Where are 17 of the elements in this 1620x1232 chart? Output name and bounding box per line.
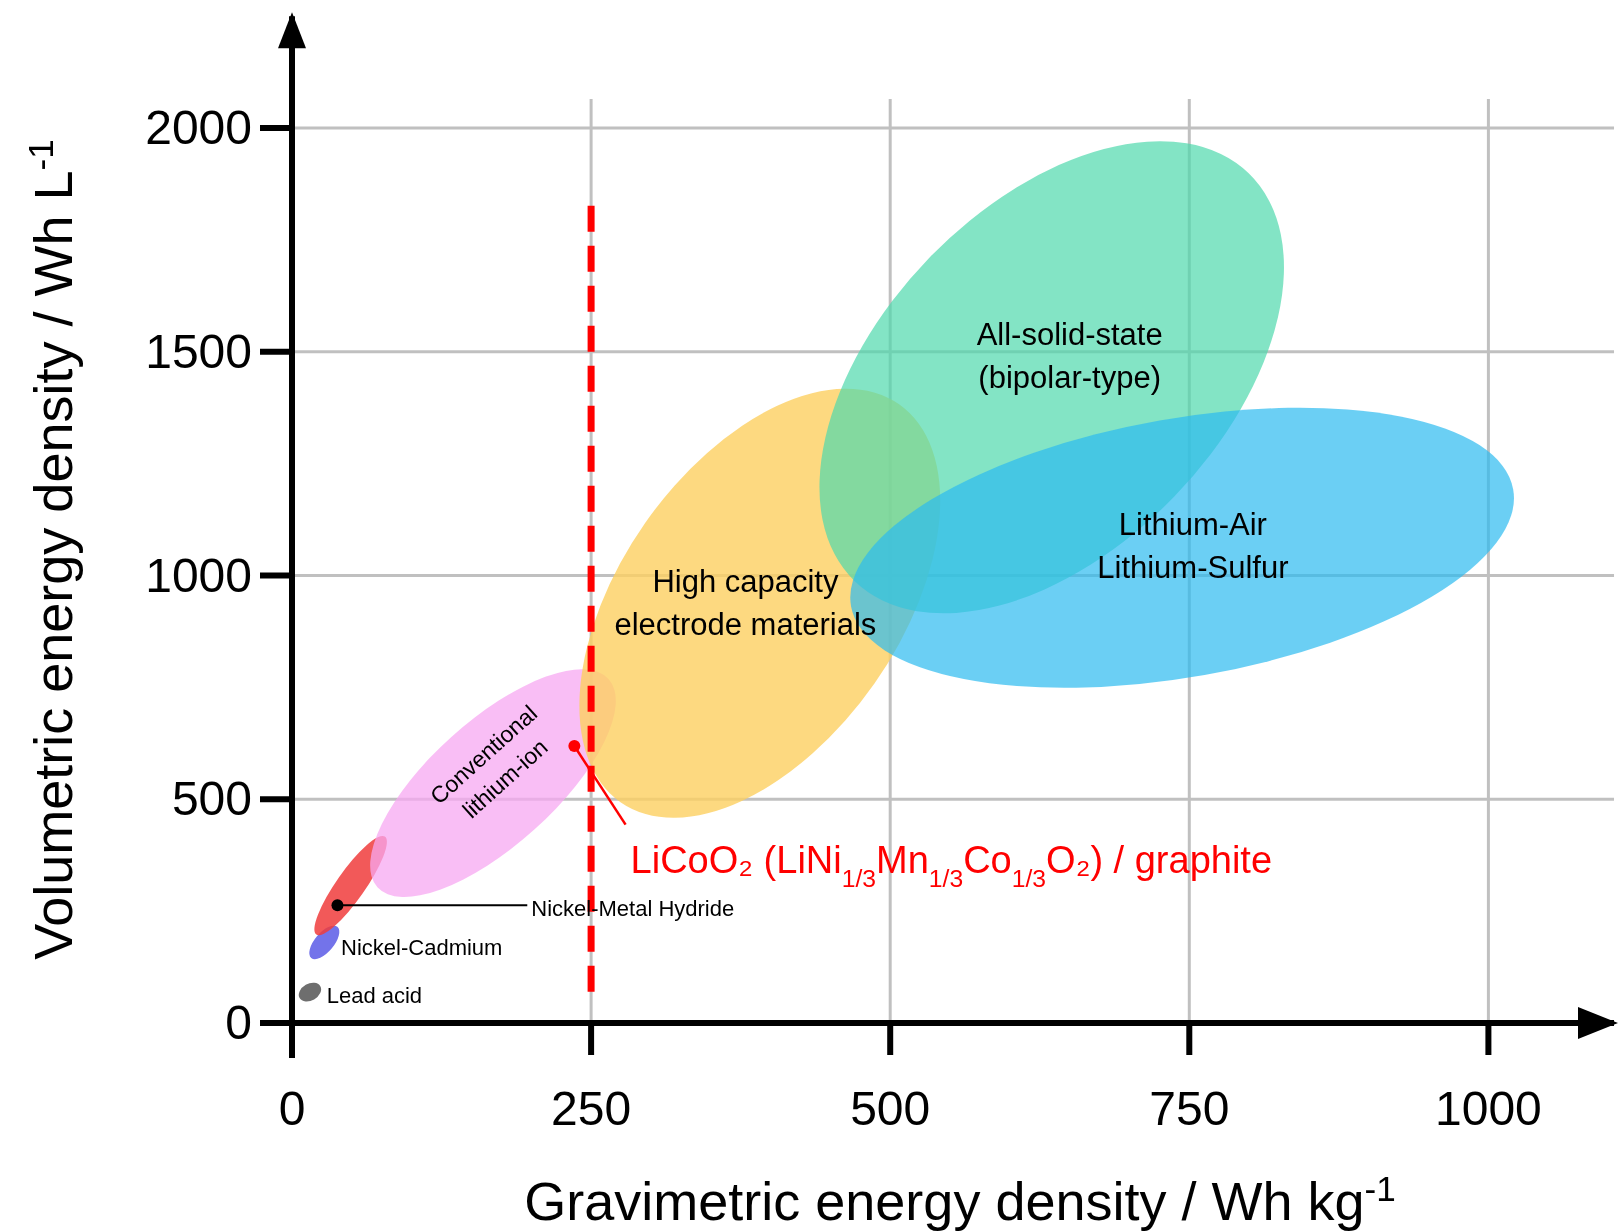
annotation: All-solid-state (bipolar-type) [976,316,1163,396]
annotation: Nickel-Metal Hydride [531,896,735,922]
annotation: Lithium-Air Lithium-Sulfur [1097,506,1289,586]
annotation: Nickel-Cadmium [341,935,503,961]
x-axis-title: Gravimetric energy density / Wh kg$^{-1}$ [524,1168,1396,1231]
x-tick-label: 0 [278,1082,306,1135]
y-tick-label: 1500 [145,324,252,378]
annotation: LiCoO₂ (LiNi$_{1/3}$Mn$_{1/3}$Co$_{1/3}$O₂) / graphite [630,838,1273,892]
x-tick-label: 1000 [1435,1082,1542,1135]
x-tick-label: 750 [1149,1082,1230,1135]
y-tick-label: 1000 [145,548,252,602]
x-tick-label: 250 [551,1082,632,1135]
y-tick-label: 500 [171,772,252,826]
x-tick-label: 500 [850,1082,931,1135]
y-tick-label: 2000 [145,101,252,154]
annotation: Lead acid [326,982,423,1008]
y-tick-label: 0 [225,996,252,1049]
